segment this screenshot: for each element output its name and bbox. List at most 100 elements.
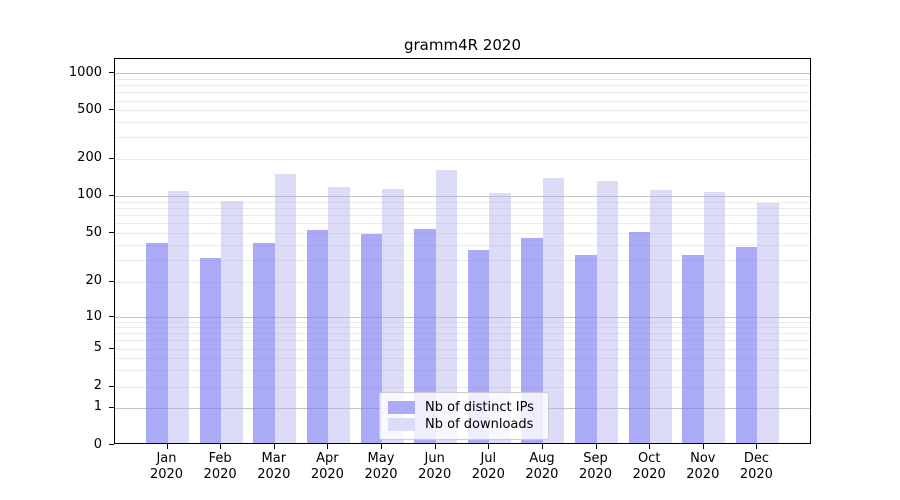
- x-tick-label-aug: Aug 2020: [525, 451, 559, 482]
- legend: Nb of distinct IPs Nb of downloads: [379, 392, 549, 440]
- gridline-200: [115, 158, 810, 160]
- legend-label-downloads: Nb of downloads: [425, 417, 534, 432]
- x-tick-mark-dec: [756, 444, 758, 449]
- x-tick-label-may: May 2020: [364, 451, 398, 482]
- x-tick-label-oct: Oct 2020: [632, 451, 666, 482]
- y-tick-label-100: 100: [77, 187, 102, 203]
- bar-distinct-ips-mar: [253, 242, 275, 443]
- y-tick-mark-50: [109, 232, 114, 234]
- bar-distinct-ips-feb: [199, 258, 222, 443]
- x-tick-mark-jul: [488, 444, 490, 449]
- y-tick-label-1000: 1000: [68, 64, 102, 80]
- gridline-10: [115, 317, 810, 319]
- x-tick-label-apr: Apr 2020: [310, 451, 344, 482]
- gridline-30: [115, 260, 810, 262]
- bar-distinct-ips-may: [360, 234, 382, 443]
- x-tick-mark-sep: [595, 444, 597, 449]
- x-tick-label-feb: Feb 2020: [203, 451, 237, 482]
- y-tick-label-10: 10: [85, 308, 102, 324]
- bar-distinct-ips-oct: [628, 232, 651, 443]
- bar-distinct-ips-aug: [521, 237, 543, 443]
- gridline-500: [115, 110, 810, 112]
- bar-downloads-dec: [757, 203, 779, 443]
- x-tick-label-jun: Jun 2020: [418, 451, 452, 482]
- x-tick-mark-mar: [273, 444, 275, 449]
- gridline-400: [115, 121, 810, 123]
- x-tick-label-sep: Sep 2020: [578, 451, 613, 482]
- gridline-70: [115, 215, 810, 216]
- plot-area: Nb of distinct IPs Nb of downloads: [114, 58, 811, 444]
- legend-swatch-distinct-ips: [388, 401, 415, 414]
- bar-downloads-sep: [596, 181, 618, 443]
- gridline-80: [115, 207, 810, 209]
- y-tick-label-2: 2: [93, 378, 102, 394]
- bar-downloads-jan: [167, 191, 189, 443]
- gridline-300: [115, 137, 810, 139]
- y-tick-mark-0: [109, 444, 114, 445]
- bar-downloads-aug: [542, 177, 565, 443]
- x-tick-mark-apr: [327, 444, 329, 449]
- bar-downloads-apr: [328, 187, 350, 443]
- bar-downloads-nov: [703, 192, 726, 443]
- gridline-6: [115, 340, 810, 342]
- bar-distinct-ips-jan: [146, 242, 168, 443]
- x-tick-mark-may: [381, 444, 382, 449]
- legend-swatch-downloads: [388, 418, 415, 431]
- y-tick-mark-1: [109, 406, 114, 408]
- gridline-5: [115, 348, 810, 350]
- y-tick-label-200: 200: [77, 150, 102, 166]
- x-tick-mark-nov: [702, 444, 704, 449]
- y-tick-label-5: 5: [93, 340, 102, 355]
- gridline-100: [115, 195, 810, 197]
- x-tick-label-jul: Jul 2020: [471, 451, 505, 482]
- y-tick-label-1: 1: [93, 399, 102, 415]
- x-tick-mark-oct: [649, 444, 651, 449]
- x-tick-label-nov: Nov 2020: [686, 451, 720, 482]
- bar-downloads-jun: [435, 169, 458, 443]
- gridline-7: [115, 333, 810, 335]
- gridline-60: [115, 223, 810, 225]
- gridline-8: [115, 327, 810, 329]
- legend-item-distinct-ips: Nb of distinct IPs: [388, 399, 540, 416]
- x-tick-mark-feb: [220, 444, 222, 449]
- y-tick-label-0: 0: [93, 436, 102, 452]
- x-tick-mark-jun: [434, 444, 436, 449]
- gridline-800: [115, 85, 810, 87]
- bar-downloads-feb: [221, 201, 243, 443]
- gridline-2: [115, 386, 810, 388]
- y-tick-label-500: 500: [77, 101, 102, 117]
- gridline-600: [115, 100, 810, 102]
- gridline-1000: [115, 73, 810, 75]
- chart-title: gramm4R 2020: [403, 36, 521, 54]
- y-tick-mark-500: [109, 109, 114, 111]
- x-tick-label-jan: Jan 2020: [149, 451, 184, 482]
- bar-distinct-ips-jun: [414, 229, 436, 443]
- x-tick-label-dec: Dec 2020: [739, 451, 773, 482]
- bar-distinct-ips-sep: [575, 254, 597, 443]
- gridline-700: [115, 92, 810, 94]
- gridline-50: [115, 233, 810, 235]
- x-tick-label-mar: Mar 2020: [257, 451, 291, 482]
- legend-item-downloads: Nb of downloads: [388, 416, 540, 433]
- gridline-3: [115, 369, 810, 371]
- bar-distinct-ips-nov: [682, 254, 704, 443]
- bar-downloads-oct: [650, 190, 672, 443]
- x-tick-mark-jan: [166, 444, 168, 449]
- gridline-900: [115, 78, 810, 80]
- gridline-40: [115, 244, 810, 246]
- gridline-90: [115, 201, 810, 203]
- y-tick-mark-10: [109, 316, 114, 318]
- gridline-20: [115, 281, 810, 283]
- y-tick-label-50: 50: [85, 224, 102, 240]
- bar-distinct-ips-apr: [306, 230, 329, 443]
- gridline-9: [115, 322, 810, 324]
- gridlines-layer: [115, 59, 810, 443]
- legend-label-distinct-ips: Nb of distinct IPs: [425, 400, 534, 415]
- y-tick-mark-1000: [109, 72, 114, 74]
- bar-downloads-jul: [489, 193, 511, 443]
- y-tick-mark-100: [109, 194, 114, 196]
- gridline-4: [115, 357, 810, 359]
- y-tick-mark-200: [109, 157, 114, 159]
- bar-downloads-may: [382, 188, 404, 443]
